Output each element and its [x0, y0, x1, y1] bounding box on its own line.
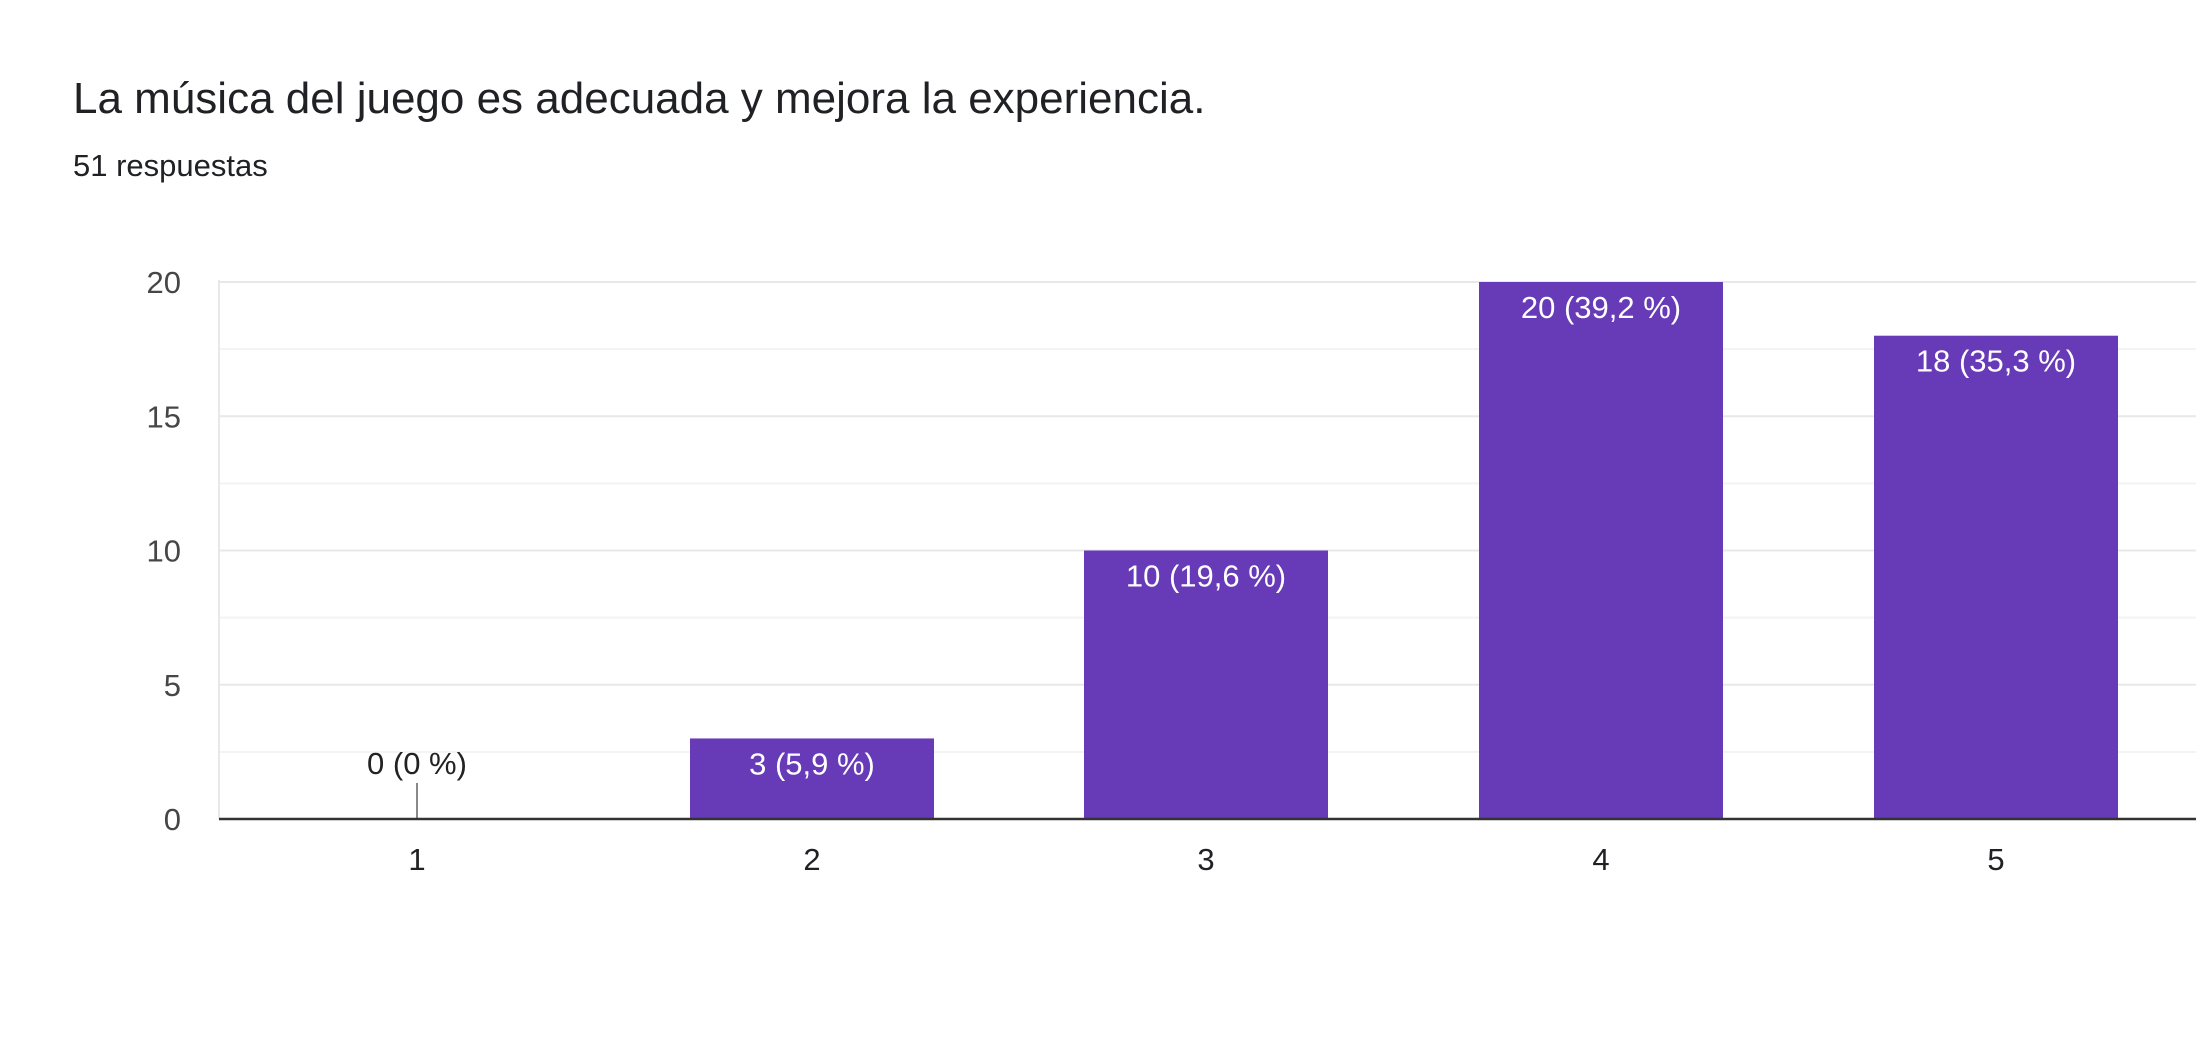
response-count: 51 respuestas	[73, 148, 268, 183]
bar-3	[1084, 550, 1328, 819]
bar-5	[1874, 335, 2118, 819]
x-tick-label: 4	[1592, 842, 1609, 877]
y-tick-label: 5	[164, 668, 181, 703]
x-tick-label: 3	[1197, 842, 1214, 877]
data-label-2: 3 (5,9 %)	[749, 746, 875, 781]
data-label-1: 0 (0 %)	[367, 746, 467, 781]
data-label-5: 18 (35,3 %)	[1916, 344, 2076, 379]
data-label-4: 20 (39,2 %)	[1521, 290, 1681, 325]
data-label-3: 10 (19,6 %)	[1126, 559, 1286, 594]
y-tick-label: 15	[147, 399, 181, 434]
bar-2	[690, 738, 934, 819]
x-tick-label: 5	[1987, 842, 2004, 877]
y-tick-label: 20	[147, 265, 181, 300]
bar-4	[1479, 282, 1723, 819]
y-tick-label: 10	[147, 534, 181, 569]
x-tick-label: 1	[408, 842, 425, 877]
y-tick-label: 0	[164, 802, 181, 837]
x-tick-label: 2	[803, 842, 820, 877]
chart-title: La música del juego es adecuada y mejora…	[73, 74, 1206, 123]
